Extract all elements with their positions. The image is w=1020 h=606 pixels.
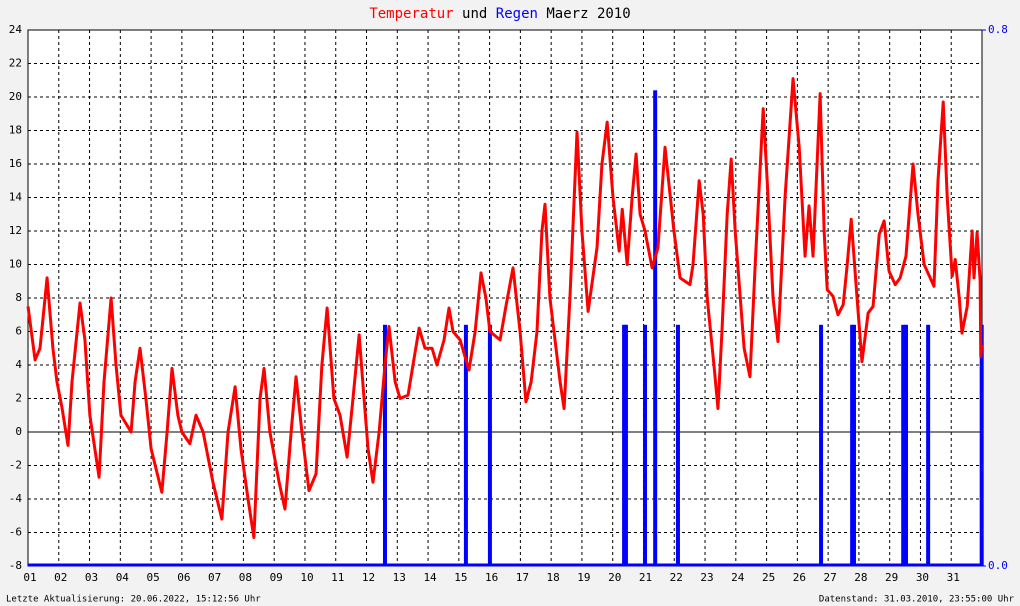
x-tick-label: 14 xyxy=(423,571,437,584)
y-tick-label: 20 xyxy=(9,90,22,103)
rain-bar xyxy=(463,324,468,566)
title-series: Temperatur xyxy=(369,6,453,22)
x-tick-label: 06 xyxy=(177,571,190,584)
x-tick-label: 18 xyxy=(547,571,560,584)
x-tick-label: 01 xyxy=(23,571,36,584)
y-tick-label: 4 xyxy=(15,358,22,371)
x-tick-label: 28 xyxy=(854,571,867,584)
x-tick-label: 27 xyxy=(824,571,837,584)
rain-bar xyxy=(643,324,648,566)
footer-left: Letzte Aktualisierung: 20.06.2022, 15:12… xyxy=(6,595,261,605)
x-tick-label: 17 xyxy=(516,571,529,584)
x-tick-label: 22 xyxy=(670,571,683,584)
x-tick-label: 10 xyxy=(300,571,313,584)
x-tick-label: 21 xyxy=(639,571,652,584)
rain-bar xyxy=(487,324,492,566)
y-tick-label: -4 xyxy=(9,492,23,505)
chart-title: Temperatur und Regen Maerz 2010 xyxy=(369,6,630,22)
y2-tick-label: 0.8 xyxy=(988,23,1008,36)
y-tick-label: 14 xyxy=(9,191,23,204)
title-join: und xyxy=(462,6,487,22)
x-tick-label: 08 xyxy=(239,571,252,584)
x-tick-label: 31 xyxy=(947,571,960,584)
y-tick-label: 10 xyxy=(9,258,22,271)
x-tick-label: 11 xyxy=(331,571,344,584)
rain-bar xyxy=(901,324,906,566)
x-tick-label: 26 xyxy=(793,571,806,584)
y-tick-label: 24 xyxy=(9,23,23,36)
rain-bar xyxy=(819,324,824,566)
x-tick-label: 07 xyxy=(208,571,221,584)
y-tick-label: 22 xyxy=(9,57,22,70)
y2-tick-label: 0.0 xyxy=(988,559,1008,572)
y-tick-label: 18 xyxy=(9,124,22,137)
x-tick-label: 05 xyxy=(146,571,159,584)
y-tick-label: 8 xyxy=(15,291,22,304)
x-tick-label: 23 xyxy=(700,571,713,584)
rain-bar xyxy=(903,324,908,566)
title-series: Regen xyxy=(496,6,538,22)
x-tick-label: 20 xyxy=(608,571,621,584)
x-tick-label: 04 xyxy=(116,571,130,584)
rain-bar xyxy=(623,324,628,566)
rain-bar xyxy=(979,324,984,566)
y-tick-label: 0 xyxy=(15,425,22,438)
footer-right: Datenstand: 31.03.2010, 23:55:00 Uhr xyxy=(819,595,1015,605)
temperature-line xyxy=(26,77,984,540)
title-text: Maerz 2010 xyxy=(546,6,630,22)
x-tick-label: 03 xyxy=(85,571,98,584)
x-tick-label: 02 xyxy=(54,571,67,584)
y-tick-label: 16 xyxy=(9,157,22,170)
rain-bar xyxy=(382,324,387,566)
y-tick-label: 12 xyxy=(9,224,22,237)
rain-bar xyxy=(851,324,856,566)
y-tick-label: 6 xyxy=(15,325,22,338)
y-tick-label: -8 xyxy=(9,559,22,572)
x-tick-label: 29 xyxy=(885,571,898,584)
x-tick-label: 30 xyxy=(916,571,929,584)
rain-bar xyxy=(653,90,658,567)
rain-bar xyxy=(675,324,680,566)
x-tick-label: 13 xyxy=(393,571,406,584)
x-tick-label: 19 xyxy=(577,571,590,584)
x-tick-label: 09 xyxy=(270,571,283,584)
x-tick-label: 16 xyxy=(485,571,498,584)
x-tick-label: 12 xyxy=(362,571,375,584)
y-tick-label: -2 xyxy=(9,459,22,472)
y-tick-label: -6 xyxy=(9,526,22,539)
x-tick-label: 15 xyxy=(454,571,467,584)
x-tick-label: 25 xyxy=(762,571,775,584)
rain-bar xyxy=(926,324,931,566)
y-tick-label: 2 xyxy=(15,392,22,405)
x-tick-label: 24 xyxy=(731,571,745,584)
